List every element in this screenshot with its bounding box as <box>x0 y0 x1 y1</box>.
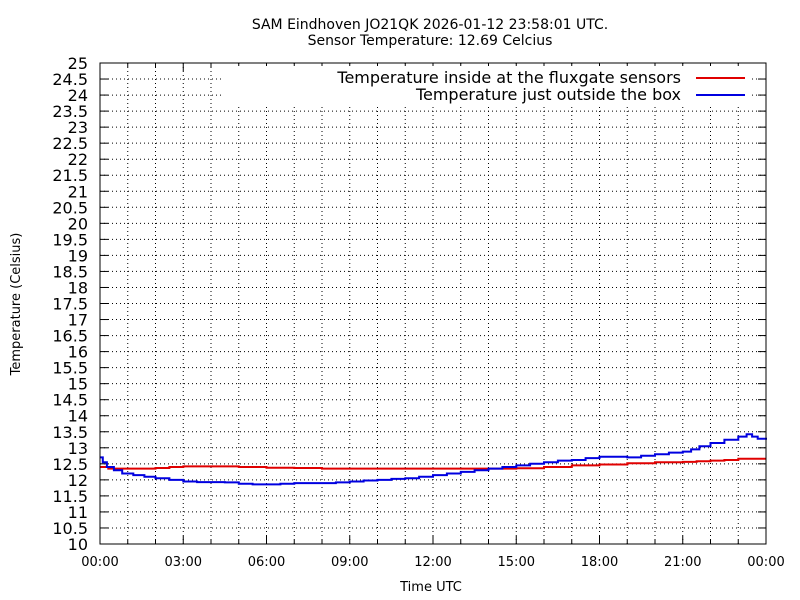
plot-border <box>99 62 767 545</box>
x-tick-label: 06:00 <box>248 555 285 570</box>
x-axis-ticks: 00:00 03:00 06:00 09:00 12:00 15:00 18:00 21:00… <box>81 63 785 570</box>
x-tick-label: 21:00 <box>664 555 701 570</box>
y-tick-label: 11 <box>68 503 88 522</box>
y-tick-label: 17 <box>68 311 88 330</box>
y-tick-label: 21 <box>68 182 88 201</box>
y-tick-label: 23 <box>68 118 88 137</box>
legend-background <box>222 66 752 106</box>
x-tick-label: 09:00 <box>331 555 368 570</box>
y-tick-label: 20 <box>68 214 88 233</box>
y-tick-label: 18 <box>68 278 88 297</box>
y-tick-label: 13 <box>68 439 88 458</box>
y-tick-label: 22 <box>68 150 88 169</box>
y-tick-label: 10 <box>68 535 88 554</box>
y-axis-ticks: 1010.51111.51212.51313.51414.51515.51616… <box>52 54 766 554</box>
y-tick-label: 10.5 <box>52 519 88 538</box>
chart-subtitle: Sensor Temperature: 12.69 Celcius <box>308 33 553 49</box>
y-tick-label: 23.5 <box>52 102 88 121</box>
y-tick-label: 16 <box>68 343 88 362</box>
chart-title: SAM Eindhoven JO21QK 2026-01-12 23:58:01… <box>252 17 608 33</box>
y-tick-label: 20.5 <box>52 198 88 217</box>
series-lines <box>100 433 767 486</box>
y-tick-label: 14 <box>68 407 88 426</box>
y-tick-label: 19.5 <box>52 230 88 249</box>
legend: Temperature inside at the fluxgate senso… <box>222 66 752 106</box>
series-line-outside <box>100 433 767 486</box>
y-tick-label: 24 <box>68 86 88 105</box>
y-tick-label: 14.5 <box>52 391 88 410</box>
y-tick-label: 19 <box>68 246 88 265</box>
legend-label-inside: Temperature inside at the fluxgate senso… <box>336 68 681 87</box>
x-tick-label: 18:00 <box>581 555 618 570</box>
x-tick-label: 00:00 <box>747 555 784 570</box>
y-tick-label: 25 <box>68 54 88 73</box>
y-tick-label: 12 <box>68 471 88 490</box>
x-tick-label: 00:00 <box>81 555 118 570</box>
x-axis-label: Time UTC <box>399 580 462 595</box>
x-tick-label: 15:00 <box>498 555 535 570</box>
y-tick-label: 12.5 <box>52 455 88 474</box>
y-tick-label: 24.5 <box>52 70 88 89</box>
y-tick-label: 13.5 <box>52 423 88 442</box>
series-line-inside <box>100 457 766 470</box>
y-tick-label: 18.5 <box>52 262 88 281</box>
y-tick-label: 17.5 <box>52 295 88 314</box>
x-tick-label: 12:00 <box>414 555 451 570</box>
y-tick-label: 15 <box>68 375 88 394</box>
x-tick-label: 03:00 <box>165 555 202 570</box>
y-tick-label: 22.5 <box>52 134 88 153</box>
y-tick-label: 16.5 <box>52 327 88 346</box>
y-tick-label: 15.5 <box>52 359 88 378</box>
y-axis-label: Temperature (Celsius) <box>9 233 24 377</box>
y-tick-label: 11.5 <box>52 487 88 506</box>
legend-label-outside: Temperature just outside the box <box>415 85 681 104</box>
y-tick-label: 21.5 <box>52 166 88 185</box>
